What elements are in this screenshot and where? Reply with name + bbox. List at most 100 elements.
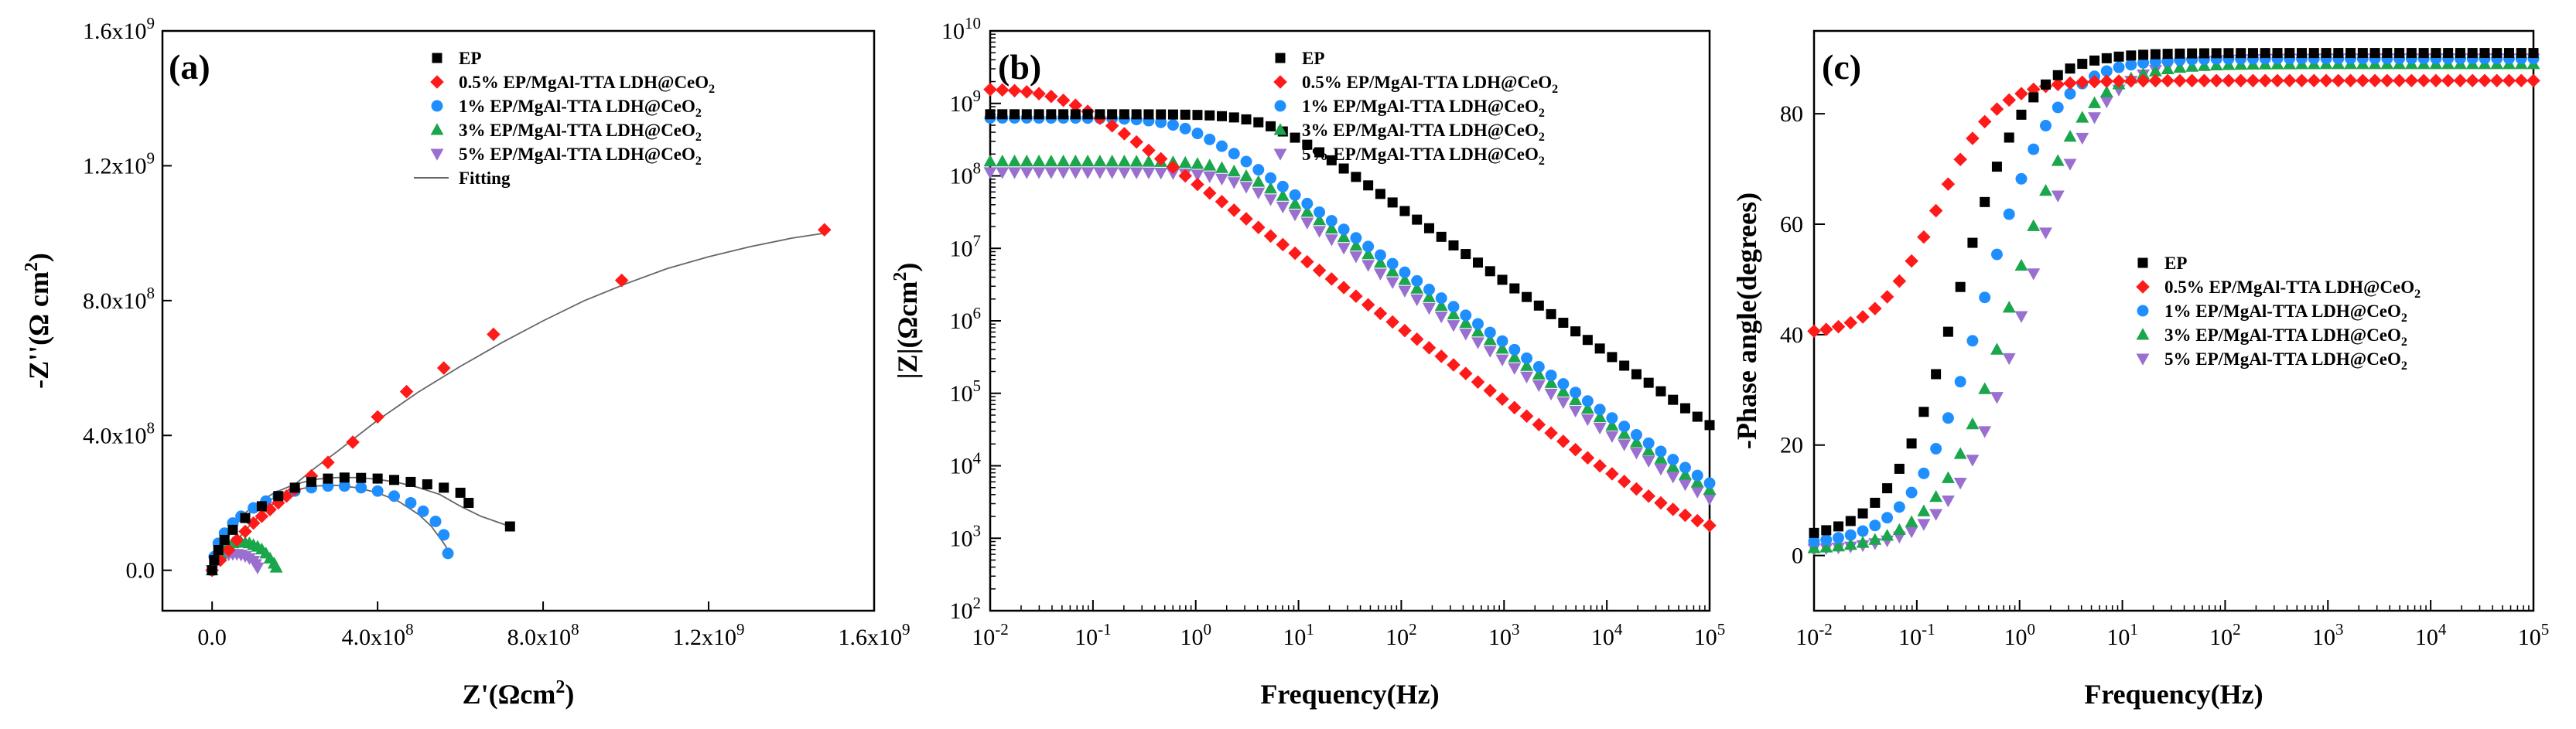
panel-b-point-s5 <box>1203 171 1217 183</box>
panel-c-point-s1 <box>1990 248 2003 261</box>
panel-c-marks <box>1807 48 2540 556</box>
panel-c-point-EP <box>1967 237 1978 248</box>
panel-a-frame <box>161 29 876 612</box>
panel-c-point-s3 <box>2088 96 2101 108</box>
panel-c-y-tick-label: 40 <box>1780 322 1803 348</box>
panel-b-point-s1 <box>1155 116 1167 128</box>
panel-c-point-s3 <box>1856 536 1870 548</box>
panel-b-point-s05 <box>1044 89 1058 104</box>
panel-b-x-tick-label: 105 <box>1694 620 1726 650</box>
panel-b-point-s05 <box>1276 237 1290 252</box>
panel-b-y-tick-label: 102 <box>950 594 982 624</box>
panel-b-point-s05 <box>1385 315 1399 329</box>
panel-c-point-s5 <box>1953 477 1967 490</box>
panel-b-point-s5 <box>1117 167 1131 179</box>
panel-c-point-EP <box>2272 48 2283 59</box>
panel-c-point-s3 <box>1917 504 1931 516</box>
panel-b-point-s1 <box>1435 292 1447 305</box>
panel-c-point-s1 <box>1808 535 1820 547</box>
panel-a-point-s05 <box>230 533 244 547</box>
panel-c-point-s05 <box>2502 73 2516 88</box>
panel-b-point-s5 <box>1324 234 1338 247</box>
panel-c-point-s05 <box>2453 73 2468 88</box>
panel-b-point-s5 <box>1434 312 1448 324</box>
panel-c-point-s1 <box>2028 143 2040 155</box>
panel-c-point-s05 <box>2124 73 2138 88</box>
panel-b-point-s3 <box>1300 205 1314 217</box>
panel-a-point-s1 <box>388 490 401 502</box>
panel-b-point-s5 <box>1349 251 1363 264</box>
panel-b-point-s3 <box>1605 418 1619 431</box>
panel-b-point-EP <box>1679 403 1690 414</box>
panel-c-point-s3 <box>1807 541 1821 554</box>
panel-b-bode-modulus: (b) 10-2 10-1 100 101 102 103 104 1051021031041… <box>890 14 1725 710</box>
panel-b-point-s1 <box>1472 318 1484 330</box>
panel-b-point-s5 <box>1580 414 1594 427</box>
panel-b-point-EP <box>1351 172 1361 182</box>
panel-b-point-EP <box>1326 155 1337 165</box>
panel-c-point-s3 <box>1892 523 1906 535</box>
panel-b-point-EP <box>1692 411 1703 422</box>
panel-c-point-s3 <box>1978 382 1992 394</box>
panel-c-point-EP <box>1894 463 1905 474</box>
panel-b-point-s3 <box>1057 154 1071 167</box>
panel-b-point-s1 <box>1252 164 1265 176</box>
panel-b-point-s1 <box>1179 122 1191 135</box>
panel-c-point-s3 <box>2027 219 2041 231</box>
panel-b-point-s5 <box>1252 187 1266 199</box>
panel-c-point-s05 <box>2429 73 2443 88</box>
panel-b-point-s5 <box>1532 380 1546 393</box>
panel-c-point-s3 <box>1843 538 1857 550</box>
panel-b-point-s05 <box>1458 366 1473 380</box>
panel-c-point-s5 <box>2075 132 2089 145</box>
panel-b-point-s5 <box>1215 173 1228 186</box>
panel-b-point-EP <box>1375 189 1385 199</box>
panel-b-point-s1 <box>1521 352 1533 364</box>
panel-c-point-s3 <box>1941 471 1955 483</box>
panel-b-point-EP <box>985 109 996 120</box>
panel-c-point-s1 <box>1844 529 1857 541</box>
panel-a-y-tick-label: 0.0 <box>126 558 155 584</box>
panel-b-point-EP <box>1119 109 1129 120</box>
panel-c-point-s05 <box>2136 73 2151 88</box>
panel-b-point-EP <box>1107 109 1118 120</box>
panel-b-point-s5 <box>1020 167 1033 179</box>
panel-c-point-s05 <box>2294 73 2309 88</box>
panel-b-point-EP <box>1338 163 1349 174</box>
panel-a-legend-text-s1: 1% EP/MgAl-TTA LDH@CeO2 <box>459 97 702 120</box>
panel-b-point-s1 <box>1191 128 1204 140</box>
panel-b-point-s1 <box>1276 180 1289 192</box>
panel-c-point-EP <box>2528 48 2539 59</box>
panel-c-point-EP <box>2394 48 2405 59</box>
panel-a-point-s1 <box>405 496 417 509</box>
panel-c-point-s1 <box>2113 61 2125 73</box>
panel-c-point-EP <box>1942 326 1953 337</box>
panel-c-point-EP <box>2297 48 2308 59</box>
panel-c-point-s05 <box>2112 74 2126 88</box>
panel-c-point-s3 <box>2075 111 2089 123</box>
panel-b-point-EP <box>1522 291 1532 302</box>
panel-a-point-s1 <box>248 502 260 514</box>
panel-b-point-s1 <box>1204 133 1216 145</box>
panel-c-point-s05 <box>1977 114 1992 129</box>
panel-b-point-EP <box>1704 420 1715 431</box>
panel-b-point-s5 <box>1690 486 1704 499</box>
panel-c-point-s05 <box>1990 102 2004 116</box>
panel-b-point-s5 <box>1032 167 1046 179</box>
panel-c-point-s05 <box>2270 73 2284 88</box>
panel-c-y-tick-label: 60 <box>1780 212 1803 237</box>
panel-c-point-s05 <box>2404 73 2419 88</box>
panel-b-point-EP <box>1253 117 1264 128</box>
panel-b-point-EP <box>1131 109 1142 120</box>
panel-c-point-s5 <box>1966 455 1980 467</box>
panel-a-point-EP <box>209 555 220 566</box>
panel-c-x-tick-label: 10-1 <box>1898 620 1935 650</box>
panel-b-point-s3 <box>1044 154 1058 167</box>
panel-b-point-EP <box>1412 214 1423 225</box>
panel-c-point-s1 <box>1930 442 1942 455</box>
panel-c-point-s1 <box>2040 120 2052 132</box>
panel-c-point-s1 <box>2125 59 2137 71</box>
panel-b-point-s1 <box>1679 462 1691 474</box>
panel-b-point-s1 <box>1216 140 1228 152</box>
panel-b-point-s1 <box>1496 335 1508 347</box>
